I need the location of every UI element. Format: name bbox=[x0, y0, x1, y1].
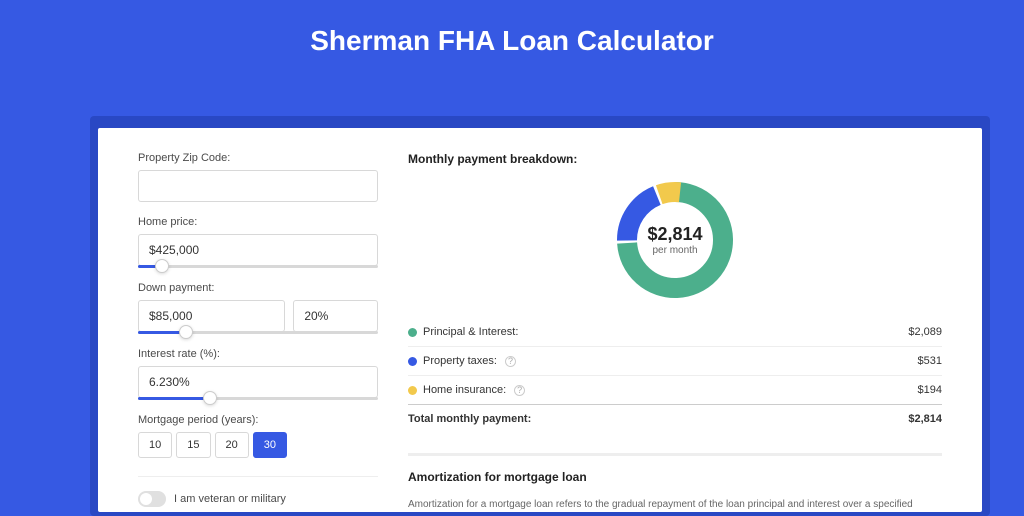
down-payment-amount-input[interactable] bbox=[138, 300, 285, 332]
donut-chart: $2,814 per month bbox=[408, 180, 942, 300]
info-icon[interactable]: ? bbox=[505, 356, 516, 367]
legend-value: $194 bbox=[918, 384, 942, 396]
home-price-slider[interactable] bbox=[138, 265, 378, 268]
legend-label: Property taxes: bbox=[423, 355, 497, 367]
amortization-section: Amortization for mortgage loan Amortizat… bbox=[408, 453, 942, 512]
period-button-30[interactable]: 30 bbox=[253, 432, 287, 458]
zip-label: Property Zip Code: bbox=[138, 152, 378, 164]
legend-row-1: Property taxes:? $531 bbox=[408, 346, 942, 375]
zip-field: Property Zip Code: bbox=[138, 152, 378, 202]
legend-dot bbox=[408, 357, 417, 366]
info-icon[interactable]: ? bbox=[514, 385, 525, 396]
legend-dot bbox=[408, 328, 417, 337]
down-payment-label: Down payment: bbox=[138, 282, 378, 294]
interest-slider[interactable] bbox=[138, 397, 378, 400]
legend-value: $2,089 bbox=[908, 326, 942, 338]
down-payment-pct-input[interactable] bbox=[293, 300, 378, 332]
amortization-title: Amortization for mortgage loan bbox=[408, 470, 942, 484]
home-price-label: Home price: bbox=[138, 216, 378, 228]
donut-center-unit: per month bbox=[647, 245, 702, 256]
legend-row-2: Home insurance:? $194 bbox=[408, 375, 942, 404]
total-label: Total monthly payment: bbox=[408, 413, 531, 425]
results-column: Monthly payment breakdown: $2,814 per mo… bbox=[408, 152, 942, 512]
veteran-label: I am veteran or military bbox=[174, 493, 286, 505]
home-price-field: Home price: bbox=[138, 216, 378, 268]
total-value: $2,814 bbox=[908, 413, 942, 425]
breakdown-title: Monthly payment breakdown: bbox=[408, 152, 942, 166]
form-column: Property Zip Code: Home price: Down paym… bbox=[138, 152, 378, 512]
legend-label: Principal & Interest: bbox=[423, 326, 518, 338]
period-field: Mortgage period (years): 10152030 bbox=[138, 414, 378, 458]
legend-dot bbox=[408, 386, 417, 395]
veteran-row: I am veteran or military bbox=[138, 476, 378, 507]
legend-value: $531 bbox=[918, 355, 942, 367]
legend-row-0: Principal & Interest: $2,089 bbox=[408, 318, 942, 346]
period-button-10[interactable]: 10 bbox=[138, 432, 172, 458]
interest-label: Interest rate (%): bbox=[138, 348, 378, 360]
toggle-knob bbox=[140, 493, 152, 505]
period-button-20[interactable]: 20 bbox=[215, 432, 249, 458]
down-payment-field: Down payment: bbox=[138, 282, 378, 334]
interest-field: Interest rate (%): bbox=[138, 348, 378, 400]
period-button-15[interactable]: 15 bbox=[176, 432, 210, 458]
interest-input[interactable] bbox=[138, 366, 378, 398]
zip-input[interactable] bbox=[138, 170, 378, 202]
donut-center-value: $2,814 bbox=[647, 224, 702, 245]
period-label: Mortgage period (years): bbox=[138, 414, 378, 426]
veteran-toggle[interactable] bbox=[138, 491, 166, 507]
down-payment-slider[interactable] bbox=[138, 331, 378, 334]
page-title: Sherman FHA Loan Calculator bbox=[0, 0, 1024, 75]
amortization-body: Amortization for a mortgage loan refers … bbox=[408, 498, 942, 512]
home-price-input[interactable] bbox=[138, 234, 378, 266]
legend-label: Home insurance: bbox=[423, 384, 506, 396]
calculator-card: Property Zip Code: Home price: Down paym… bbox=[98, 128, 982, 512]
total-row: Total monthly payment: $2,814 bbox=[408, 404, 942, 433]
